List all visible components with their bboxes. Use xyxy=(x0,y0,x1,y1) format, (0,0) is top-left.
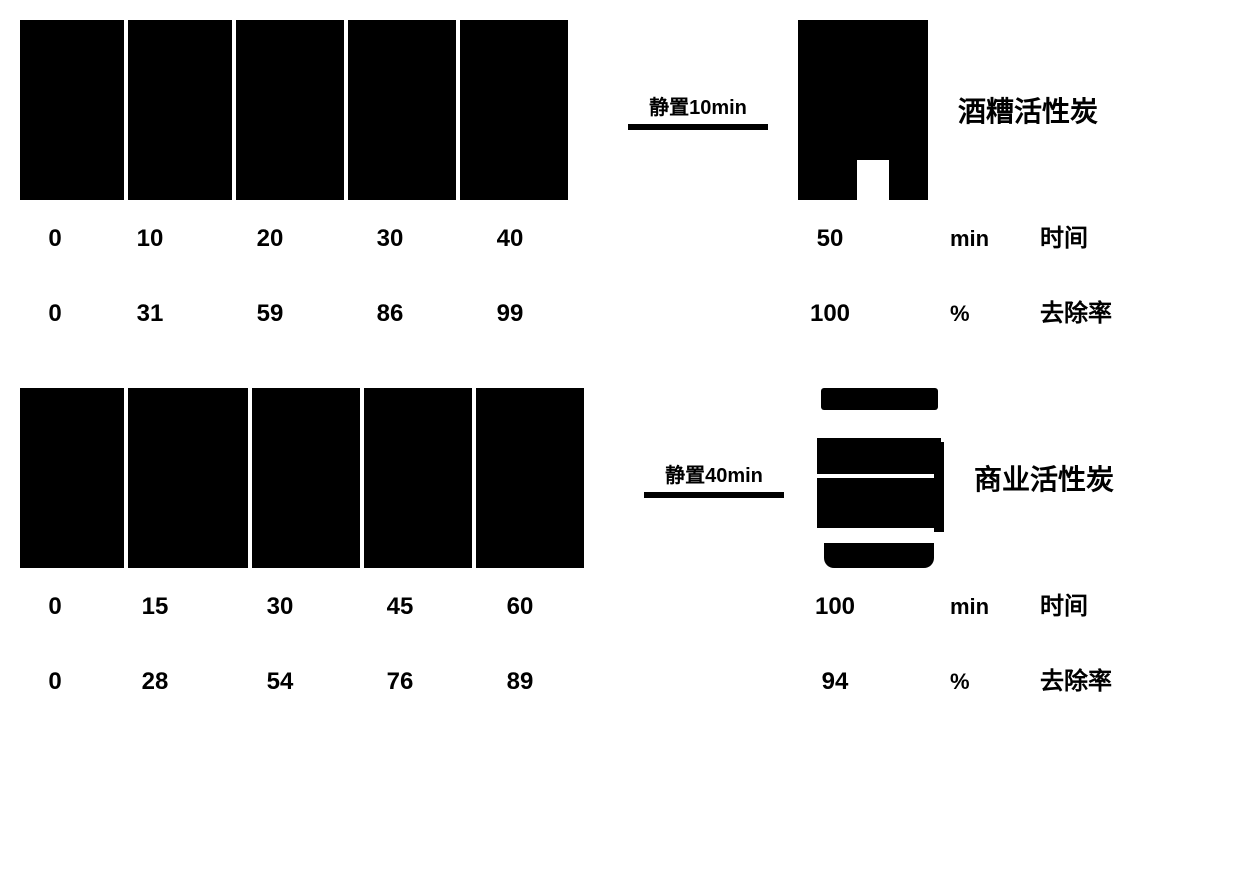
time-value: 30 xyxy=(220,593,340,621)
removal-unit: % xyxy=(950,669,1020,695)
time-value: 30 xyxy=(330,225,450,253)
removal-axis-label: 去除率 xyxy=(1040,293,1112,328)
removal-value: 54 xyxy=(220,668,340,696)
removal-value: 0 xyxy=(20,668,90,696)
removal-value: 28 xyxy=(90,668,220,696)
time-axis-label: 时间 xyxy=(1040,218,1088,253)
settle-arrow-line xyxy=(628,124,768,130)
settle-arrow-line xyxy=(644,492,784,498)
time-unit: min xyxy=(950,594,1020,620)
removal-axis-label: 去除率 xyxy=(1040,661,1112,696)
settle-label: 静置40min xyxy=(665,459,763,488)
panel-commercial-carbon: 静置40min商业活性炭015304560100min时间02854768994… xyxy=(20,388,1220,696)
time-unit: min xyxy=(950,226,1020,252)
sample-image xyxy=(20,20,124,200)
removal-value: 94 xyxy=(740,668,930,696)
removal-value: 89 xyxy=(460,668,580,696)
time-value: 20 xyxy=(210,225,330,253)
removal-unit: % xyxy=(950,301,1020,327)
settle-label: 静置10min xyxy=(649,91,747,120)
sample-image xyxy=(128,388,248,568)
time-value: 60 xyxy=(460,593,580,621)
settle-block: 静置10min xyxy=(618,91,778,130)
material-label: 商业活性炭 xyxy=(974,458,1114,498)
sample-image-group xyxy=(20,388,584,568)
removal-value: 100 xyxy=(730,300,930,328)
material-label: 酒糟活性炭 xyxy=(958,90,1098,130)
removal-value: 59 xyxy=(210,300,330,328)
time-value: 45 xyxy=(340,593,460,621)
removal-value: 86 xyxy=(330,300,450,328)
time-axis-label: 时间 xyxy=(1040,586,1088,621)
time-row: 010203040 50 min 时间 xyxy=(20,218,1220,253)
sample-image xyxy=(128,20,232,200)
final-sample-image xyxy=(798,20,928,200)
sample-image xyxy=(20,388,124,568)
time-value: 15 xyxy=(90,593,220,621)
removal-value: 31 xyxy=(90,300,210,328)
sample-image xyxy=(364,388,472,568)
sample-image xyxy=(236,20,344,200)
time-row: 015304560 100 min 时间 xyxy=(20,586,1220,621)
sample-image xyxy=(460,20,568,200)
time-value: 0 xyxy=(20,593,90,621)
image-row: 静置40min 商业活性炭 xyxy=(20,388,1220,568)
time-value: 50 xyxy=(730,225,930,253)
settle-block: 静置40min xyxy=(634,459,794,498)
sample-image xyxy=(252,388,360,568)
time-value: 40 xyxy=(450,225,570,253)
removal-row: 031598699 100% 去除率 xyxy=(20,293,1220,328)
sample-image xyxy=(348,20,456,200)
sample-image-group xyxy=(20,20,568,200)
final-sample-image xyxy=(814,388,944,568)
time-value: 100 xyxy=(740,593,930,621)
time-value: 10 xyxy=(90,225,210,253)
sample-image xyxy=(476,388,584,568)
removal-value: 0 xyxy=(20,300,90,328)
image-row: 静置10min 酒糟活性炭 xyxy=(20,20,1220,200)
time-value: 0 xyxy=(20,225,90,253)
removal-value: 99 xyxy=(450,300,570,328)
removal-value: 76 xyxy=(340,668,460,696)
removal-row: 028547689 94% 去除率 xyxy=(20,661,1220,696)
panel-distillers-carbon: 静置10min酒糟活性炭01020304050min时间031598699100… xyxy=(20,20,1220,328)
